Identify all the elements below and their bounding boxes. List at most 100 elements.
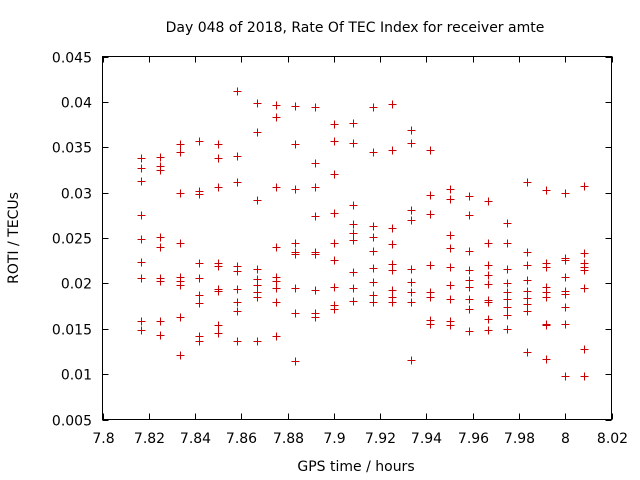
data-point [484,326,493,335]
data-point [523,307,532,316]
data-point [291,357,300,366]
data-point [291,185,300,194]
x-tick-label: 7.82 [134,431,165,447]
data-point [446,185,455,194]
data-point [156,166,165,175]
data-point [580,182,589,191]
data-point [388,286,397,295]
data-point [580,372,589,381]
data-point [523,178,532,187]
data-point [465,192,474,201]
data-point [233,178,242,187]
data-point [253,293,262,302]
data-point [484,271,493,280]
data-point [465,247,474,256]
data-point [503,311,512,320]
plot-frame [102,56,612,420]
data-point [176,189,185,198]
data-point [272,298,281,307]
data-point [349,229,358,238]
data-point [195,259,204,268]
data-point [542,263,551,272]
data-point [233,152,242,161]
data-point [503,303,512,312]
data-point [253,128,262,137]
x-axis-label: GPS time / hours [297,459,414,475]
data-points [137,87,589,381]
data-point [176,313,185,322]
y-tick-label: 0.015 [52,323,92,339]
data-point [465,295,474,304]
data-point [311,286,320,295]
data-point [253,265,262,274]
data-point [369,291,378,300]
data-point [233,307,242,316]
data-point [561,320,570,329]
data-point [349,284,358,293]
y-tick-label: 0.01 [61,368,92,384]
y-tick-label: 0.02 [61,277,92,293]
data-point [542,186,551,195]
data-point [195,274,204,283]
data-point [446,295,455,304]
data-point [426,146,435,155]
data-point [195,337,204,346]
data-point [291,250,300,259]
data-point [272,243,281,252]
data-point [407,288,416,297]
data-point [561,273,570,282]
data-point [291,140,300,149]
data-point [137,258,146,267]
data-point [369,148,378,157]
data-point [156,243,165,252]
data-point [176,281,185,290]
data-point [330,283,339,292]
data-point [253,196,262,205]
data-point [214,140,223,149]
data-point [195,291,204,300]
data-point [523,261,532,270]
data-point [330,137,339,146]
data-point [349,201,358,210]
data-point [272,332,281,341]
axis-ticks [102,56,613,421]
data-point [484,298,493,307]
data-point [503,265,512,274]
data-point [388,224,397,233]
x-tick-label: 8.02 [597,431,628,447]
data-point [561,290,570,299]
data-point [330,256,339,265]
y-tick-label: 0.035 [52,141,92,157]
data-point [503,325,512,334]
data-point [465,211,474,220]
data-point [407,216,416,225]
data-point [426,261,435,270]
data-point [272,277,281,286]
data-point [407,139,416,148]
data-point [156,277,165,286]
data-point [311,103,320,112]
data-point [137,177,146,186]
data-point [407,126,416,135]
data-point [176,148,185,157]
data-point [349,139,358,148]
data-point [291,239,300,248]
data-point [561,256,570,265]
data-point [369,103,378,112]
data-point [369,247,378,256]
data-point [523,248,532,257]
x-axis-tick-labels: 7.8 7.82 7.84 7.86 7.88 7.9 7.92 7.94 7.96 7.98 8 8… [92,431,628,447]
y-tick-label: 0.005 [52,414,92,430]
data-point [272,183,281,192]
data-point [580,266,589,275]
data-point [233,267,242,276]
data-point [407,278,416,287]
data-point [311,183,320,192]
data-point [311,212,320,221]
y-tick-label: 0.025 [52,232,92,248]
data-point [484,315,493,324]
data-point [253,99,262,108]
data-point [523,300,532,309]
data-point [330,239,339,248]
